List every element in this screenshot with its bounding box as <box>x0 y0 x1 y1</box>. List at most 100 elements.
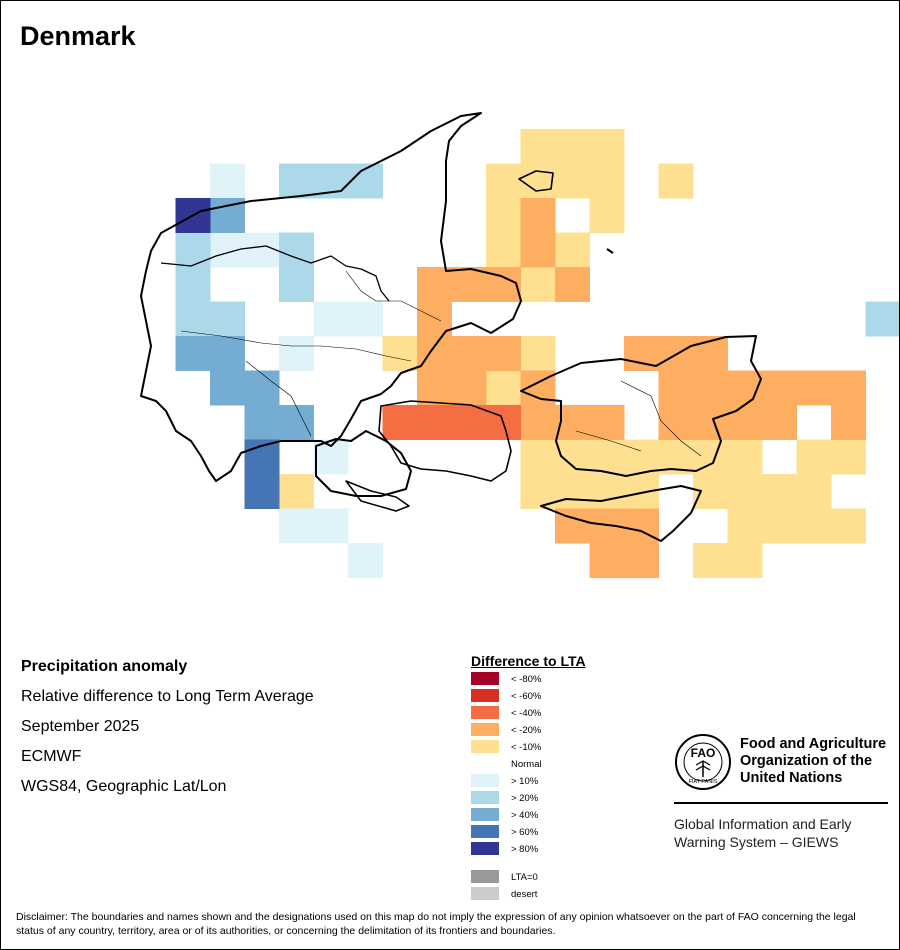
giews-system-name: Global Information and Early Warning Sys… <box>674 815 851 851</box>
legend-label-lta-zero: LTA=0 <box>511 872 538 883</box>
grid-cell-l1 <box>244 232 280 268</box>
grid-cell-o <box>486 336 521 371</box>
grid-cell-o <box>555 267 590 302</box>
grid-cell-y <box>486 232 521 268</box>
legend-swatch-dry-10 <box>471 740 499 753</box>
grid-cell-y <box>520 439 556 475</box>
legend-swatch-dry-20 <box>471 723 499 736</box>
legend-swatch-lta-zero <box>471 870 499 883</box>
grid-cell-o <box>693 405 728 440</box>
info-source: ECMWF <box>21 748 82 765</box>
grid-cell-o <box>520 405 556 440</box>
legend-swatch-wet-20 <box>471 791 499 804</box>
small-island <box>345 480 410 512</box>
grid-cell-l2 <box>210 301 245 337</box>
grid-cell-y <box>589 163 625 199</box>
grid-cell-o <box>831 405 866 440</box>
funen-outline <box>315 430 412 497</box>
grid-cell-y <box>762 474 797 509</box>
grid-cell-y <box>486 370 521 406</box>
grid-cell-y <box>555 232 590 268</box>
org-name-line-1: Food and Agriculture <box>740 736 887 752</box>
admin-boundaries <box>180 270 702 457</box>
jutland-outline <box>140 112 522 482</box>
legend-label-dry-20: < -20% <box>511 725 542 736</box>
grid-cell-y <box>589 198 625 233</box>
precipitation-anomaly-map <box>140 112 899 578</box>
grid-cell-y <box>727 474 763 509</box>
grid-cell-y <box>520 129 556 164</box>
grid-cell-y <box>520 163 556 199</box>
grid-cell-y <box>693 543 728 578</box>
grid-cell-y <box>589 474 625 509</box>
grid-cell-o <box>486 267 521 302</box>
grid-cell-l3 <box>175 336 211 371</box>
grid-cell-y <box>382 336 418 371</box>
org-name-line-3: United Nations <box>740 770 843 786</box>
legend-label-dry-10: < -10% <box>511 742 542 753</box>
grid-cell-y <box>762 508 797 544</box>
grid-cell-l4 <box>244 474 280 509</box>
region-boundary <box>575 430 642 452</box>
grid-cell-l1 <box>210 163 245 199</box>
grid-cell-l1 <box>279 336 314 371</box>
lolland-falster-outline <box>540 485 702 542</box>
region-boundary <box>620 380 702 457</box>
grid-cell-o <box>417 370 452 406</box>
legend-swatch-wet-60 <box>471 825 499 838</box>
grid-cell-y <box>486 198 521 233</box>
grid-cell-y <box>589 129 625 164</box>
legend-label-dry-60: < -60% <box>511 691 542 702</box>
grid-cell-l2 <box>279 163 314 199</box>
legend-swatch-wet-40 <box>471 808 499 821</box>
grid-cell-o <box>417 336 452 371</box>
bornholm-mark <box>606 248 614 254</box>
grid-cell-y <box>624 439 659 475</box>
info-period: September 2025 <box>21 718 140 735</box>
limfjord <box>160 245 390 302</box>
grid-cell-r <box>382 405 418 440</box>
grid-cell-l1 <box>313 508 349 544</box>
legend-swatch-wet-80 <box>471 842 499 855</box>
grid-cell-l3 <box>210 370 245 406</box>
grid-cell-y <box>831 439 866 475</box>
grid-cell-r <box>417 405 452 440</box>
fao-logo-motto: FIAT PANIS <box>688 779 717 785</box>
legend-swatch-dry-80 <box>471 672 499 685</box>
info-projection: WGS84, Geographic Lat/Lon <box>21 778 227 795</box>
region-boundary <box>245 360 312 437</box>
info-heading: Precipitation anomaly <box>21 658 188 675</box>
org-name-line-2: Organization of the <box>740 753 873 769</box>
grid-cell-y <box>796 439 832 475</box>
islands <box>378 400 512 482</box>
grid-cell-y <box>486 163 521 199</box>
info-subtitle: Relative difference to Long Term Average <box>21 688 314 705</box>
legend-label-wet-60: > 60% <box>511 827 539 838</box>
legend-swatch-dry-40 <box>471 706 499 719</box>
grid-cell-y <box>520 267 556 302</box>
grid-cell-y <box>727 543 763 578</box>
organization-name: Food and Agriculture Organization of the… <box>740 736 886 787</box>
grid-cell-y <box>555 129 590 164</box>
grid-cell-l2 <box>865 301 899 337</box>
grid-cell-o <box>451 370 487 406</box>
fao-logo-letters: FAO <box>691 746 716 760</box>
grid-cell-l1 <box>313 301 349 337</box>
giews-line-2: Warning System – GIEWS <box>674 834 839 850</box>
grid-cell-o <box>417 267 452 302</box>
laeso <box>518 170 554 192</box>
legend-title: Difference to LTA <box>471 653 586 669</box>
legend-swatch-desert <box>471 887 499 900</box>
grid-cell-l2 <box>279 267 314 302</box>
grid-cell-o <box>520 232 556 268</box>
grid-cell-o <box>831 370 866 406</box>
fao-logo-icon: FAO FIAT PANIS <box>675 734 731 790</box>
grid-cell-y <box>727 508 763 544</box>
grid-cell-l3 <box>244 405 280 440</box>
legend-swatch-wet-10 <box>471 774 499 787</box>
legend-label-normal: Normal <box>511 759 542 770</box>
grid-cell-o <box>520 198 556 233</box>
anomaly-grid <box>175 129 899 578</box>
grid-cell-y <box>796 508 832 544</box>
coastline <box>140 112 762 542</box>
